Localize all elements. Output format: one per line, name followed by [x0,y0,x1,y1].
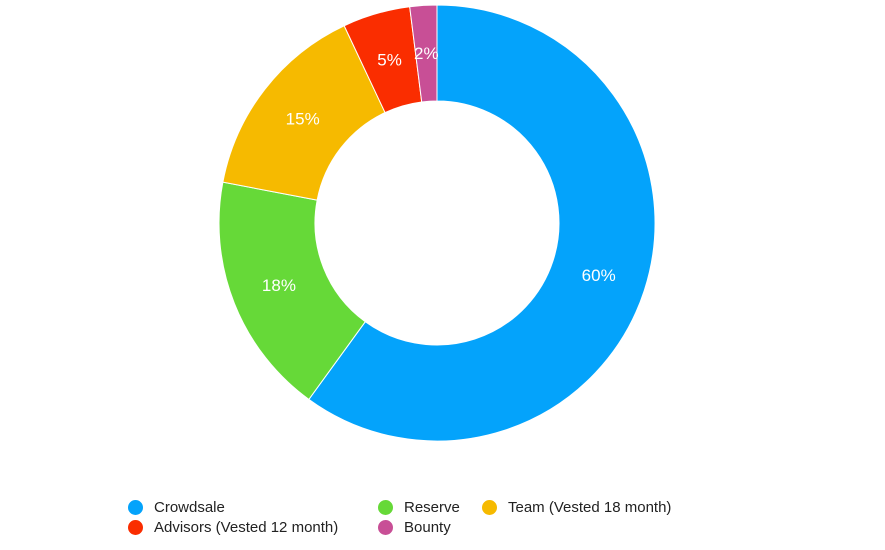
legend-label: Bounty [404,518,451,536]
slice-value-label: 5% [377,50,402,69]
legend-item-advisors[interactable]: Advisors (Vested 12 month) [128,517,338,537]
legend-item-team[interactable]: Team (Vested 18 month) [482,497,671,517]
legend-swatch [128,499,143,515]
legend-label: Crowdsale [154,498,225,516]
slice-value-label: 2% [414,44,439,63]
slice-value-label: 15% [286,109,320,128]
legend-label: Advisors (Vested 12 month) [154,518,339,536]
slice-labels: 60% 18% 15% 5% 2% [262,44,616,295]
legend-swatch [378,499,393,515]
donut-slices [218,4,656,442]
legend-swatch [482,499,497,515]
donut-slice-reserve[interactable] [218,181,366,401]
legend-item-bounty[interactable]: Bounty [378,517,451,537]
donut-slice-bounty[interactable] [409,4,438,103]
donut-slice-crowdsale[interactable] [308,4,656,442]
legend-item-reserve[interactable]: Reserve [378,497,460,517]
legend-label: Team (Vested 18 month) [508,498,672,516]
legend-item-crowdsale[interactable]: Crowdsale [128,497,225,517]
chart-legend: Crowdsale Reserve Team (Vested 18 month)… [128,497,748,541]
legend-label: Reserve [404,498,460,516]
legend-swatch [128,519,143,535]
slice-value-label: 18% [262,276,296,295]
slice-value-label: 60% [582,266,616,285]
legend-swatch [378,519,393,535]
